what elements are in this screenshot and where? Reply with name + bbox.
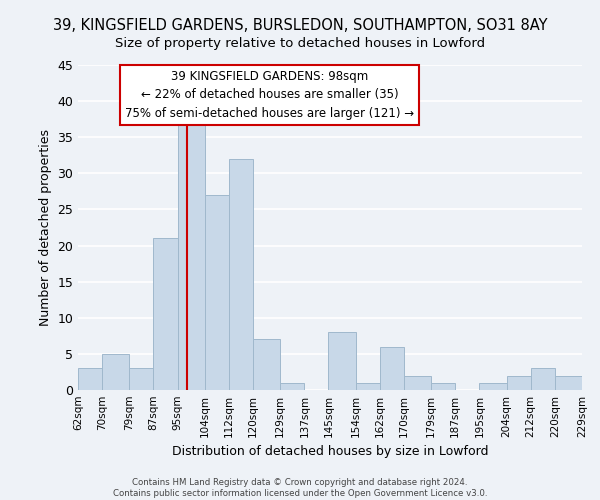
Bar (404, 376, 431, 390)
Text: Size of property relative to detached houses in Lowford: Size of property relative to detached ho… (115, 38, 485, 51)
Bar (530, 368, 555, 390)
Bar (178, 123, 205, 390)
Text: 39 KINGSFIELD GARDENS: 98sqm
← 22% of detached houses are smaller (35)
75% of se: 39 KINGSFIELD GARDENS: 98sqm ← 22% of de… (125, 70, 414, 120)
Bar (506, 376, 530, 390)
Bar (380, 346, 404, 390)
Text: Contains HM Land Registry data © Crown copyright and database right 2024.
Contai: Contains HM Land Registry data © Crown c… (113, 478, 487, 498)
Text: 39, KINGSFIELD GARDENS, BURSLEDON, SOUTHAMPTON, SO31 8AY: 39, KINGSFIELD GARDENS, BURSLEDON, SOUTH… (53, 18, 547, 32)
Bar (555, 376, 582, 390)
Bar (280, 383, 304, 390)
Bar (205, 195, 229, 390)
X-axis label: Distribution of detached houses by size in Lowford: Distribution of detached houses by size … (172, 446, 488, 458)
Bar (78, 368, 102, 390)
Bar (102, 354, 130, 390)
Bar (431, 383, 455, 390)
Bar (229, 159, 253, 390)
Bar (328, 332, 356, 390)
Bar (253, 340, 280, 390)
Bar (479, 383, 506, 390)
Y-axis label: Number of detached properties: Number of detached properties (39, 129, 52, 326)
Bar (154, 238, 178, 390)
Bar (130, 368, 154, 390)
Bar (356, 383, 380, 390)
